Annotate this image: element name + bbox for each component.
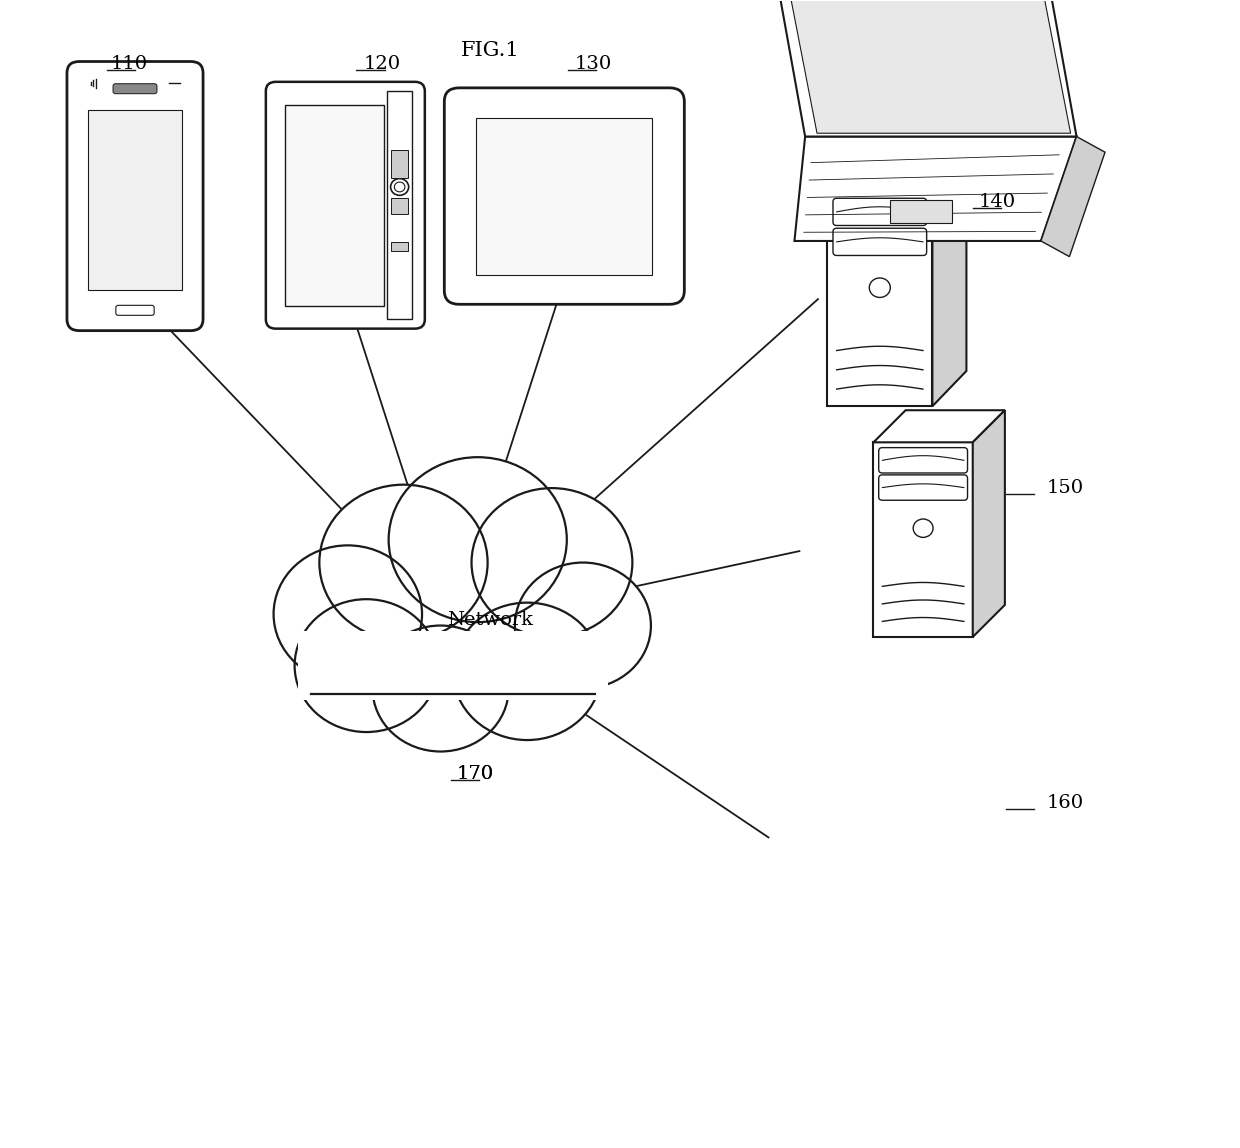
FancyBboxPatch shape: [265, 82, 425, 328]
Text: Network: Network: [448, 611, 533, 629]
FancyBboxPatch shape: [113, 84, 157, 94]
Text: 170: 170: [456, 766, 494, 783]
Circle shape: [388, 457, 567, 622]
Circle shape: [336, 517, 570, 735]
Text: FIG.1: FIG.1: [461, 41, 520, 61]
Bar: [391, 150, 408, 178]
Bar: [873, 442, 972, 637]
Text: 120: 120: [363, 55, 401, 73]
Bar: [827, 192, 932, 406]
Polygon shape: [827, 157, 966, 192]
Polygon shape: [775, 0, 1076, 137]
Polygon shape: [795, 137, 1076, 241]
Circle shape: [274, 545, 422, 683]
Polygon shape: [787, 0, 1070, 133]
Circle shape: [295, 599, 438, 732]
Text: 170: 170: [456, 766, 494, 783]
Bar: [476, 117, 652, 274]
Text: 160: 160: [1047, 794, 1084, 812]
Polygon shape: [873, 410, 1004, 442]
Bar: [391, 242, 408, 251]
Text: 150: 150: [1047, 479, 1084, 497]
FancyBboxPatch shape: [67, 62, 203, 331]
Circle shape: [372, 626, 508, 752]
Bar: [890, 200, 952, 223]
Circle shape: [453, 603, 601, 740]
Circle shape: [471, 488, 632, 637]
Bar: [285, 104, 384, 305]
Bar: [391, 197, 408, 215]
Text: 110: 110: [110, 55, 148, 73]
Circle shape: [515, 563, 651, 689]
FancyBboxPatch shape: [833, 199, 926, 225]
FancyBboxPatch shape: [444, 88, 684, 304]
Bar: [387, 91, 412, 319]
Polygon shape: [932, 157, 966, 406]
Circle shape: [320, 484, 487, 641]
FancyBboxPatch shape: [879, 475, 967, 501]
FancyBboxPatch shape: [833, 228, 926, 256]
Polygon shape: [1040, 137, 1105, 257]
Bar: [88, 110, 182, 289]
Text: 130: 130: [574, 55, 611, 73]
FancyBboxPatch shape: [115, 305, 154, 316]
Bar: [299, 631, 608, 700]
Polygon shape: [972, 410, 1004, 637]
Text: 140: 140: [978, 193, 1016, 211]
FancyBboxPatch shape: [879, 448, 967, 473]
